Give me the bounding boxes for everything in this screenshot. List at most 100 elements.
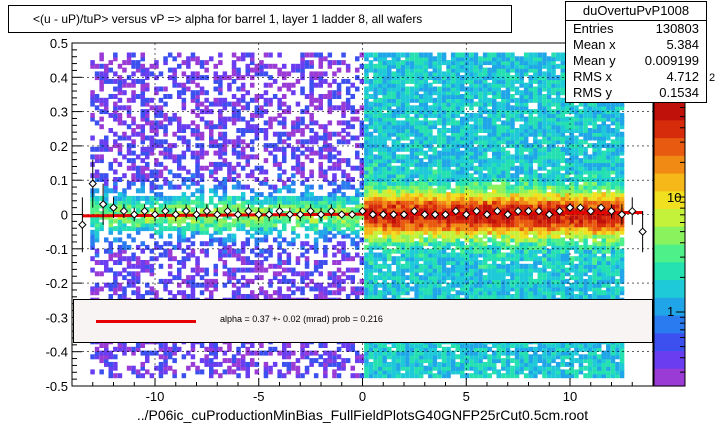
heatmap-cell [387, 101, 392, 107]
heatmap-cell [455, 282, 460, 288]
heatmap-cell [409, 263, 415, 269]
heatmap-cell [263, 52, 269, 58]
heatmap-cell [204, 252, 209, 258]
heatmap-cell [391, 169, 397, 175]
heatmap-cell [282, 131, 287, 137]
heatmap-cell [496, 150, 501, 156]
heatmap-cell [482, 128, 488, 133]
heatmap-cell [437, 165, 442, 171]
heatmap-cell [450, 358, 456, 364]
heatmap-cell [473, 214, 479, 220]
heatmap-cell [373, 361, 378, 367]
heatmap-cell [464, 86, 470, 92]
heatmap-cell [414, 354, 419, 360]
heatmap-cell [108, 161, 113, 167]
heatmap-cell [345, 214, 351, 220]
heatmap-cell [441, 275, 447, 281]
heatmap-cell [460, 161, 465, 167]
heatmap-cell [414, 203, 419, 209]
heatmap-cell [231, 282, 237, 288]
heatmap-cell [163, 101, 168, 107]
heatmap-cell [272, 290, 278, 296]
heatmap-cell [286, 82, 292, 88]
heatmap-cell [90, 218, 95, 224]
heatmap-cell [364, 143, 369, 149]
heatmap-cell [345, 173, 351, 179]
heatmap-cell [418, 52, 424, 58]
heatmap-cell [469, 177, 474, 182]
heatmap-cell [414, 199, 419, 205]
heatmap-cell [204, 229, 209, 235]
heatmap-cell [245, 278, 250, 284]
heatmap-cell [126, 233, 132, 239]
heatmap-cell [263, 369, 269, 375]
heatmap-cell [492, 139, 497, 145]
heatmap-cell [341, 218, 346, 224]
heatmap-cell [373, 56, 378, 62]
heatmap-cell [263, 71, 269, 77]
heatmap-cell [455, 275, 460, 281]
heatmap-cell [460, 271, 465, 277]
heatmap-cell [236, 346, 241, 352]
heatmap-cell [391, 128, 397, 133]
heatmap-cell [204, 124, 209, 130]
heatmap-cell [117, 271, 123, 277]
heatmap-cell [441, 358, 447, 364]
heatmap-cell [382, 150, 387, 156]
heatmap-cell [418, 184, 424, 190]
heatmap-cell [277, 188, 282, 194]
heatmap-cell [377, 199, 383, 205]
heatmap-cell [327, 203, 333, 209]
heatmap-cell [304, 271, 310, 277]
heatmap-cell [409, 169, 415, 175]
heatmap-cell [387, 241, 392, 247]
heatmap-cell [263, 158, 269, 164]
heatmap-cell [149, 248, 155, 254]
heatmap-cell [368, 244, 374, 250]
heatmap-cell [336, 120, 342, 126]
heatmap-cell [423, 63, 428, 69]
heatmap-cell [464, 256, 470, 262]
heatmap-cell [387, 195, 392, 201]
heatmap-cell [364, 86, 369, 92]
heatmap-cell [464, 358, 470, 364]
heatmap-cell [245, 361, 250, 367]
heatmap-cell [259, 109, 264, 115]
heatmap-cell [473, 131, 479, 137]
heatmap-cell [213, 143, 218, 149]
heatmap-cell [145, 226, 150, 232]
heatmap-cell [154, 244, 159, 250]
heatmap-cell [172, 244, 177, 250]
heatmap-cell [400, 86, 406, 92]
heatmap-cell [313, 229, 319, 235]
heatmap-cell [368, 116, 374, 122]
heatmap-cell [469, 233, 474, 239]
heatmap-cell [400, 290, 406, 296]
heatmap-cell [272, 275, 278, 281]
heatmap-cell [441, 199, 447, 205]
heatmap-cell [336, 203, 342, 209]
heatmap-cell [437, 214, 442, 220]
heatmap-cell [345, 177, 351, 182]
heatmap-cell [336, 82, 342, 88]
heatmap-cell [496, 60, 501, 66]
heatmap-cell [263, 256, 269, 262]
heatmap-cell [263, 63, 269, 69]
heatmap-cell [364, 105, 369, 111]
heatmap-cell [209, 173, 214, 179]
heatmap-cell [364, 67, 369, 73]
heatmap-cell [117, 252, 123, 258]
heatmap-cell [409, 52, 415, 58]
heatmap-cell [487, 71, 492, 77]
heatmap-cell [209, 211, 214, 216]
heatmap-cell [131, 218, 136, 224]
heatmap-cell [259, 275, 264, 281]
heatmap-cell [478, 169, 483, 175]
heatmap-cell [213, 271, 218, 277]
heatmap-cell [291, 199, 296, 205]
heatmap-cell [382, 244, 387, 250]
heatmap-cell [122, 60, 127, 66]
heatmap-cell [437, 343, 442, 348]
heatmap-cell [428, 146, 433, 152]
heatmap-cell [460, 116, 465, 122]
